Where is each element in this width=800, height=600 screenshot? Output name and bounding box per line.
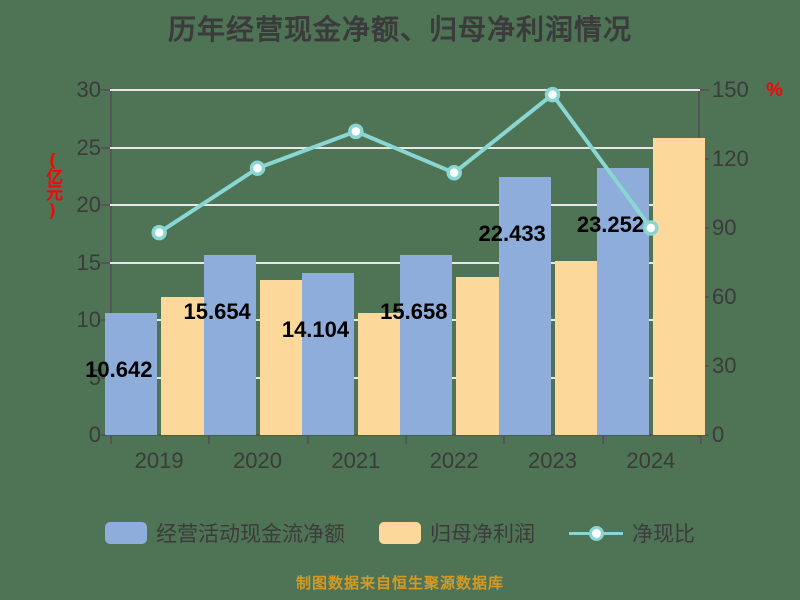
- legend-label: 归母净利润: [430, 523, 535, 546]
- legend-item[interactable]: 经营活动现金流净额: [105, 518, 345, 548]
- gridline: [110, 204, 700, 206]
- legend-item[interactable]: 净现比: [569, 518, 695, 548]
- bar-operating-cash-flow[interactable]: [203, 254, 256, 435]
- x-axis-tick: [208, 435, 211, 444]
- x-axis-tick-label: 2023: [528, 448, 577, 473]
- page-title: 历年经营现金净额、归母净利润情况: [167, 14, 632, 45]
- legend-line-icon: [569, 522, 623, 544]
- right-axis-ticks: 0 30 60 90 120 150: [712, 0, 792, 600]
- right-axis-tick-label: 90: [712, 215, 737, 240]
- line-marker[interactable]: [348, 123, 364, 140]
- right-axis-tick-label: 150: [712, 77, 749, 102]
- bar-value-label: 15.654: [183, 298, 251, 324]
- right-axis-tick-label: 120: [712, 146, 749, 171]
- x-axis-tick: [110, 435, 112, 444]
- left-axis-tick-label: 5: [88, 364, 101, 390]
- bar-value-label: 22.433: [478, 221, 546, 247]
- right-axis-tick: [700, 434, 709, 436]
- x-axis-tick: [405, 435, 407, 444]
- bar-value-label: 23.252: [576, 211, 645, 237]
- x-axis-tick-label: 2022: [429, 448, 479, 473]
- x-axis-tick-label: 2019: [134, 448, 184, 473]
- left-axis-tick-label: 10: [76, 307, 101, 332]
- legend-label: 经营活动现金流净额: [156, 523, 345, 546]
- left-axis-tick-label: 30: [76, 77, 101, 102]
- line-marker[interactable]: [151, 224, 167, 241]
- x-axis-tick: [601, 435, 604, 444]
- x-axis-tick-label: 2024: [626, 448, 676, 473]
- legend-swatch-icon: [379, 522, 421, 544]
- line-marker[interactable]: [446, 165, 462, 181]
- left-axis-tick: [101, 434, 110, 436]
- bar-operating-cash-flow[interactable]: [105, 312, 158, 435]
- line-marker[interactable]: [249, 160, 266, 176]
- plot-area: 10.642 15.654 14.104 15.658 22.433 23.252: [85, 86, 705, 435]
- right-axis-unit-label: %: [766, 80, 783, 101]
- right-axis-tick-label: 30: [712, 353, 737, 378]
- chart-legend: 经营活动现金流净额 归母净利润 净现比: [0, 518, 800, 548]
- legend-label: 净现比: [632, 523, 695, 546]
- bar-value-label: 14.104: [281, 316, 350, 342]
- left-axis-tick: [101, 146, 110, 149]
- left-axis-unit-label: (亿元): [43, 150, 62, 218]
- x-axis-tick-label: 2020: [233, 448, 282, 473]
- x-axis-tick-label: 2021: [331, 448, 381, 473]
- bar-value-label: 10.642: [85, 356, 153, 382]
- line-marker[interactable]: [643, 220, 659, 236]
- bar-operating-cash-flow[interactable]: [301, 272, 354, 435]
- gridline: [110, 146, 700, 149]
- bar-operating-cash-flow[interactable]: [400, 254, 453, 435]
- bar-operating-cash-flow[interactable]: [498, 177, 551, 435]
- right-axis-tick-label: 60: [712, 284, 737, 309]
- left-axis-tick: [101, 204, 110, 206]
- left-axis-ticks: 0 5 10 15 20 25 30: [0, 0, 101, 600]
- left-axis-tick-label: 0: [88, 422, 101, 447]
- x-axis-tick: [503, 435, 506, 444]
- right-axis-tick-label: 0: [712, 422, 725, 447]
- bar-value-label: 15.658: [380, 298, 448, 324]
- net-cash-ratio-line: [151, 86, 659, 241]
- x-axis-tick: [306, 435, 309, 444]
- gridline: [110, 89, 700, 91]
- legend-swatch-icon: [105, 522, 147, 544]
- right-axis-tick: [700, 89, 709, 91]
- left-axis-tick: [101, 261, 110, 264]
- left-axis-tick-label: 20: [76, 192, 101, 217]
- left-axis-tick: [101, 89, 110, 91]
- line-marker[interactable]: [544, 86, 561, 103]
- left-axis-tick-label: 15: [76, 249, 101, 275]
- footer-note: 制图数据来自恒生聚源数据库: [295, 575, 504, 592]
- x-axis-tick: [700, 435, 702, 444]
- legend-item[interactable]: 归母净利润: [379, 518, 535, 548]
- left-axis-tick-label: 25: [76, 134, 101, 160]
- line-path-net-cash-ratio: [157, 92, 653, 235]
- bar-net-profit[interactable]: [652, 138, 705, 435]
- bars-layer: 10.642 15.654 14.104 15.658 22.433 23.252: [85, 90, 705, 435]
